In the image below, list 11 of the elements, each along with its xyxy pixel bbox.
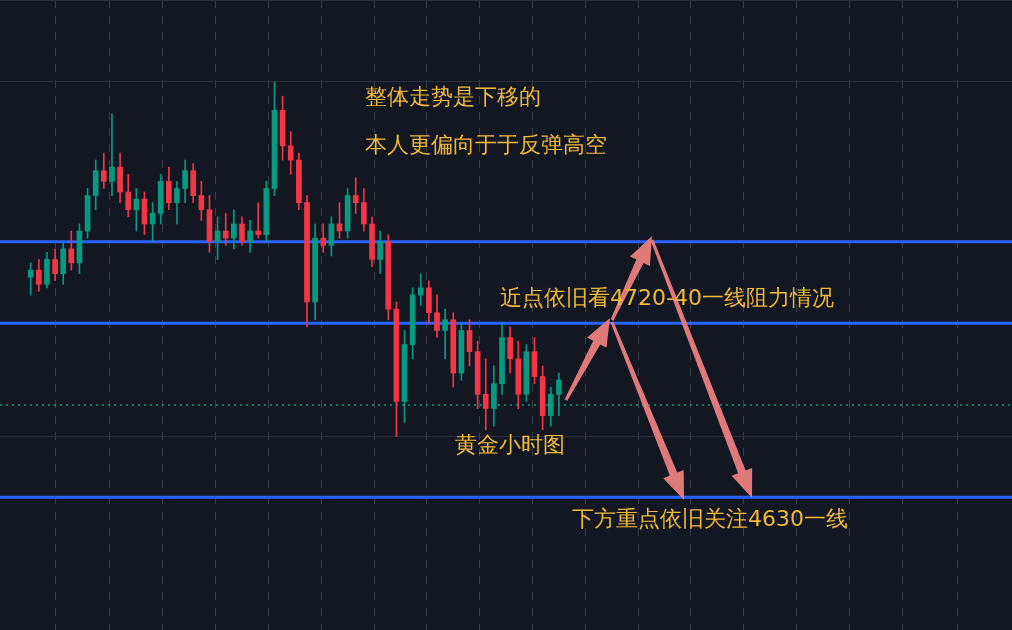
candlestick — [255, 202, 262, 239]
annotation: 整体走势是下移的 — [365, 83, 541, 111]
candlestick — [417, 273, 424, 306]
annotation: 黄金小时图 — [455, 431, 565, 459]
annotation: 本人更偏向于于反弹高空 — [365, 131, 607, 159]
text: 下方重点依旧关注4630一线 — [572, 505, 848, 533]
candlestick — [222, 212, 229, 246]
candlestick — [109, 113, 115, 196]
candlestick — [442, 308, 448, 360]
candlestick — [352, 177, 359, 214]
candlestick — [482, 358, 489, 431]
